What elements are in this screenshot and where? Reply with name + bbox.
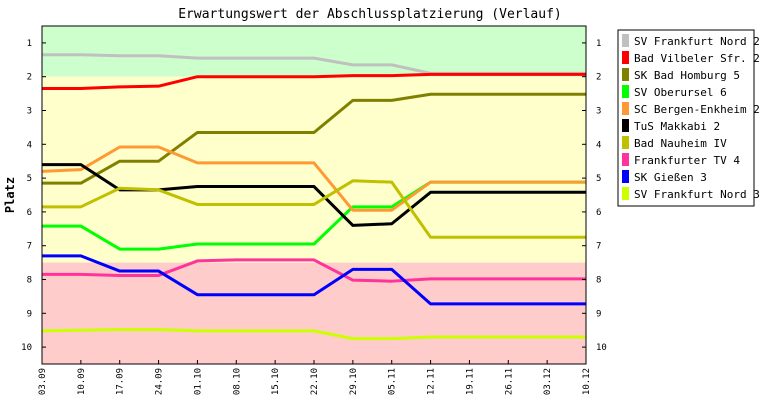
x-tick-label-10: 12.11 bbox=[427, 368, 437, 395]
legend-label-3: SV Oberursel 6 bbox=[634, 86, 727, 99]
y-tick-left-10: 10 bbox=[21, 343, 32, 353]
y-tick-left-1: 1 bbox=[27, 39, 32, 49]
band-0 bbox=[42, 26, 586, 77]
x-tick-label-8: 29.10 bbox=[349, 368, 359, 395]
y-tick-left-6: 6 bbox=[27, 208, 32, 218]
legend-swatch-1 bbox=[622, 51, 629, 64]
y-axis-ticks: 1 1 2 2 3 3 4 4 5 5 6 6 7 7 8 8 9 9 10 10 bbox=[21, 39, 607, 353]
series-line-7 bbox=[42, 258, 586, 283]
y-tick-right-7: 7 bbox=[596, 242, 601, 252]
series-line-6 bbox=[42, 179, 586, 239]
legend-swatch-7 bbox=[622, 153, 629, 166]
x-tick-label-11: 19.11 bbox=[465, 368, 475, 395]
x-tick-label-2: 17.09 bbox=[116, 368, 126, 395]
x-tick-label-1: 10.09 bbox=[77, 368, 87, 395]
y-axis-label: Platz bbox=[3, 177, 17, 213]
legend-label-1: Bad Vilbeler Sfr. 2 bbox=[634, 52, 760, 65]
x-tick-label-12: 26.11 bbox=[504, 368, 514, 395]
y-tick-right-10: 10 bbox=[596, 343, 607, 353]
y-tick-left-3: 3 bbox=[27, 107, 32, 117]
band-1 bbox=[42, 76, 586, 263]
x-tick-label-6: 15.10 bbox=[271, 368, 281, 395]
x-tick-label-5: 08.10 bbox=[232, 368, 242, 395]
y-tick-right-2: 2 bbox=[596, 73, 601, 83]
y-tick-left-9: 9 bbox=[27, 309, 32, 319]
y-tick-left-8: 8 bbox=[27, 276, 32, 286]
series-line-2 bbox=[42, 92, 586, 185]
legend-swatch-8 bbox=[622, 170, 629, 183]
legend-label-9: SV Frankfurt Nord 3 bbox=[634, 188, 760, 201]
series-line-9 bbox=[41, 328, 586, 341]
legend-label-4: SC Bergen-Enkheim 2 bbox=[634, 103, 760, 116]
x-tick-label-9: 05.11 bbox=[388, 368, 398, 395]
legend-label-7: Frankfurter TV 4 bbox=[634, 154, 740, 167]
legend-swatch-6 bbox=[622, 136, 629, 149]
legend-swatch-2 bbox=[622, 68, 629, 81]
y-tick-right-3: 3 bbox=[596, 107, 601, 117]
y-tick-right-6: 6 bbox=[596, 208, 601, 218]
legend-swatch-5 bbox=[622, 119, 629, 132]
y-tick-left-5: 5 bbox=[27, 174, 32, 184]
legend-label-5: TuS Makkabi 2 bbox=[634, 120, 720, 133]
legend-swatch-0 bbox=[622, 34, 629, 47]
legend-label-2: SK Bad Homburg 5 bbox=[634, 69, 740, 82]
y-tick-right-9: 9 bbox=[596, 309, 601, 319]
x-tick-label-3: 24.09 bbox=[155, 368, 165, 395]
legend-label-6: Bad Nauheim IV bbox=[634, 137, 727, 150]
series-layer bbox=[41, 53, 586, 341]
legend-swatch-3 bbox=[622, 85, 629, 98]
legend-box bbox=[617, 29, 755, 207]
y-tick-right-5: 5 bbox=[596, 174, 601, 184]
y-tick-right-8: 8 bbox=[596, 276, 601, 286]
series-line-1 bbox=[42, 72, 586, 91]
series-line-8 bbox=[42, 254, 586, 306]
y-tick-right-4: 4 bbox=[596, 140, 601, 150]
x-tick-label-0: 03.09 bbox=[38, 368, 48, 395]
y-tick-left-2: 2 bbox=[27, 73, 32, 83]
x-tick-label-13: 03.12 bbox=[543, 368, 553, 395]
plot-background bbox=[42, 26, 586, 364]
legend-swatch-4 bbox=[622, 102, 629, 115]
legend-label-0: SV Frankfurt Nord 2 bbox=[634, 35, 760, 48]
y-tick-right-1: 1 bbox=[596, 39, 601, 49]
legend-swatch-9 bbox=[622, 187, 629, 200]
legend-label-8: SK Gießen 3 bbox=[634, 171, 707, 184]
x-axis-ticks: 03.09 10.09 17.09 24.09 01.10 08.10 15.10 22.10… bbox=[38, 360, 592, 395]
y-tick-left-4: 4 bbox=[27, 140, 32, 150]
x-tick-label-4: 01.10 bbox=[193, 368, 203, 395]
x-tick-label-7: 22.10 bbox=[310, 368, 320, 395]
x-tick-label-14: 10.12 bbox=[582, 368, 592, 395]
chart-title: Erwartungswert der Abschlussplatzierung … bbox=[178, 7, 562, 22]
y-tick-left-7: 7 bbox=[27, 242, 32, 252]
legend: SV Frankfurt Nord 2 Bad Vilbeler Sfr. 2 SK… bbox=[617, 29, 760, 207]
series-line-4 bbox=[41, 145, 586, 212]
